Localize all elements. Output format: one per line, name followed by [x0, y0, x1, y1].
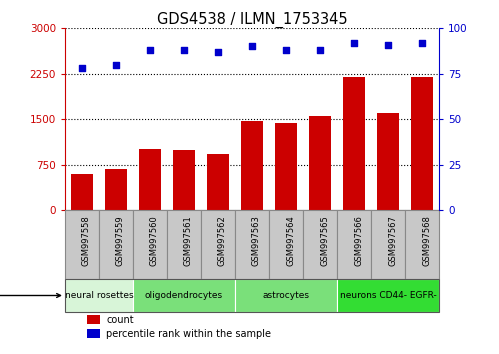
Point	[418, 40, 426, 46]
Text: GSM997565: GSM997565	[320, 216, 329, 266]
Bar	[173, 150, 195, 210]
Bar	[99, 210, 133, 279]
Point	[248, 44, 256, 49]
Bar	[87, 315, 100, 324]
Text: GSM997559: GSM997559	[116, 216, 125, 266]
Point	[146, 47, 154, 53]
Point	[316, 47, 324, 53]
Point	[180, 47, 188, 53]
Bar	[241, 121, 263, 210]
Text: neurons CD44- EGFR-: neurons CD44- EGFR-	[340, 291, 437, 300]
Point	[214, 49, 222, 55]
Point	[384, 42, 392, 47]
Point	[112, 62, 120, 68]
Title: GDS4538 / ILMN_1753345: GDS4538 / ILMN_1753345	[157, 12, 347, 28]
Bar	[371, 210, 405, 279]
Bar	[65, 279, 133, 312]
Bar	[411, 78, 433, 210]
Text: GSM997568: GSM997568	[422, 216, 431, 267]
Bar	[207, 154, 229, 210]
Text: GSM997566: GSM997566	[354, 216, 363, 267]
Bar	[303, 210, 337, 279]
Bar	[275, 124, 297, 210]
Point	[282, 47, 290, 53]
Point	[78, 65, 86, 71]
Bar	[269, 210, 303, 279]
Bar	[87, 330, 100, 338]
Text: neural rosettes: neural rosettes	[64, 291, 133, 300]
Bar	[105, 169, 127, 210]
Text: astrocytes: astrocytes	[262, 291, 309, 300]
Bar	[235, 279, 337, 312]
Text: GSM997563: GSM997563	[252, 216, 261, 267]
Text: GSM997560: GSM997560	[150, 216, 159, 266]
Bar	[133, 210, 167, 279]
Bar	[405, 210, 439, 279]
Bar	[309, 115, 331, 210]
Bar	[343, 78, 365, 210]
Bar	[167, 210, 201, 279]
Text: count: count	[106, 315, 134, 325]
Text: cell type: cell type	[0, 291, 60, 301]
Bar	[201, 210, 235, 279]
Text: GSM997558: GSM997558	[82, 216, 91, 266]
Bar	[139, 149, 161, 210]
Bar	[65, 210, 99, 279]
Text: GSM997562: GSM997562	[218, 216, 227, 266]
Bar	[377, 113, 399, 210]
Text: GSM997561: GSM997561	[184, 216, 193, 266]
Bar	[71, 174, 93, 210]
Bar	[133, 279, 235, 312]
Text: oligodendrocytes: oligodendrocytes	[145, 291, 223, 300]
Text: GSM997567: GSM997567	[388, 216, 397, 267]
Bar	[337, 279, 439, 312]
Bar	[235, 210, 269, 279]
Text: percentile rank within the sample: percentile rank within the sample	[106, 329, 271, 339]
Text: GSM997564: GSM997564	[286, 216, 295, 266]
Bar	[337, 210, 371, 279]
Point	[350, 40, 358, 46]
